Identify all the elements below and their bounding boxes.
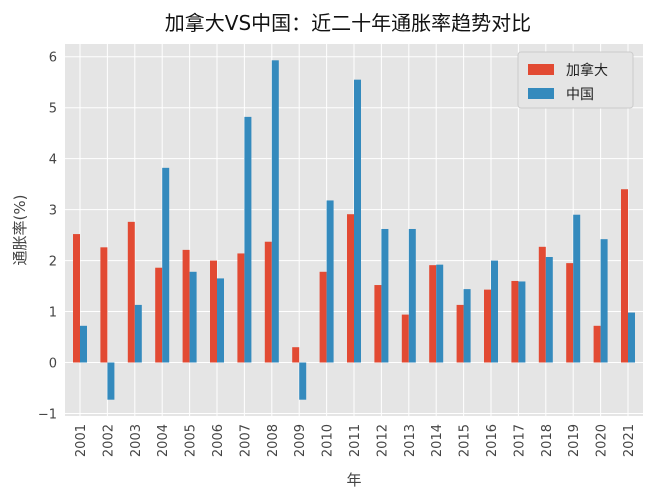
x-tick-label: 2018 [540,424,555,457]
bar-加拿大-2021 [621,189,628,363]
legend-label: 加拿大 [566,62,608,79]
bar-中国-2006 [217,278,224,363]
y-tick-label: 3 [49,204,57,219]
bar-加拿大-2006 [210,260,217,363]
bar-加拿大-2013 [401,314,409,363]
x-tick-label: 2021 [622,424,637,457]
x-tick-label: 2004 [156,424,171,457]
legend-swatch [528,64,554,75]
bar-中国-2007 [244,116,252,363]
bars-group [73,60,635,400]
bar-中国-2014 [436,264,444,363]
x-tick-label: 2019 [567,424,582,457]
bar-中国-2020 [600,239,608,363]
bar-加拿大-2015 [456,304,464,363]
bar-中国-2013 [408,228,416,363]
legend-swatch [528,88,554,99]
y-tick-label: 6 [49,51,57,66]
bar-中国-2010 [326,200,334,363]
x-tick-label: 2020 [595,424,610,457]
bar-中国-2011 [354,79,361,363]
bar-加拿大-2007 [237,253,245,363]
bar-加拿大-2004 [155,267,163,363]
bar-中国-2008 [271,60,279,363]
y-tick-label: 0 [49,356,57,371]
y-tick-labels: −1 0 1 2 3 4 5 6 [38,51,57,423]
y-tick-label: −1 [38,407,57,422]
bar-中国-2005 [189,271,197,363]
x-tick-label: 2003 [129,424,144,457]
bar-中国-2015 [463,289,471,363]
bar-中国-2017 [518,281,526,363]
bar-加拿大-2010 [319,271,327,363]
bar-加拿大-2009 [292,347,300,363]
bar-加拿大-2019 [566,263,574,363]
bar-加拿大-2001 [73,234,80,363]
x-tick-label: 2014 [430,424,445,457]
bar-加拿大-2011 [347,214,354,363]
x-tick-label: 2017 [512,424,527,457]
x-tick-label: 2013 [403,424,418,457]
x-tick-label: 2006 [211,424,226,457]
x-tick-label: 2007 [238,424,253,457]
bar-加拿大-2008 [264,241,272,363]
bar-中国-2003 [134,304,142,363]
bar-加拿大-2018 [538,246,546,363]
x-tick-label: 2011 [348,424,363,457]
x-tick-label: 2008 [266,424,281,457]
x-tick-label: 2009 [293,424,308,457]
bar-中国-2012 [381,228,389,363]
bar-中国-2004 [162,167,170,363]
bar-中国-2016 [491,260,498,363]
bar-中国-2019 [573,214,581,363]
bar-加拿大-2002 [100,247,108,363]
x-axis-label: 年 [346,471,361,489]
y-tick-label: 4 [49,153,57,168]
bar-加拿大-2003 [127,221,135,363]
legend-label: 中国 [566,87,594,103]
bar-加拿大-2017 [511,280,519,363]
y-axis-label: 通胀率(%) [11,195,29,266]
bar-加拿大-2016 [484,289,491,363]
x-tick-label: 2016 [485,424,500,457]
x-tick-label: 2005 [184,424,199,457]
bar-中国-2002 [107,362,115,400]
bar-中国-2018 [545,257,553,363]
x-tick-label: 2002 [101,424,116,457]
bar-加拿大-2020 [593,325,601,363]
y-tick-label: 5 [49,102,57,117]
y-tick-label: 2 [49,255,57,270]
chart-title: 加拿大VS中国：近二十年通胀率趋势对比 [165,11,531,35]
x-tick-labels: 2001 2002 2003 2004 2005 2006 2007 2008 2009 2010… [74,424,637,457]
bar-中国-2021 [628,312,635,363]
bar-中国-2009 [299,362,307,400]
bar-加拿大-2014 [429,265,437,363]
x-tick-label: 2012 [375,424,390,457]
bar-中国-2001 [80,325,87,363]
y-tick-label: 1 [49,306,57,321]
x-tick-label: 2015 [458,424,473,457]
x-tick-label: 2010 [321,424,336,457]
bar-加拿大-2005 [182,249,190,363]
bar-加拿大-2012 [374,285,382,363]
x-tick-label: 2001 [74,424,89,457]
